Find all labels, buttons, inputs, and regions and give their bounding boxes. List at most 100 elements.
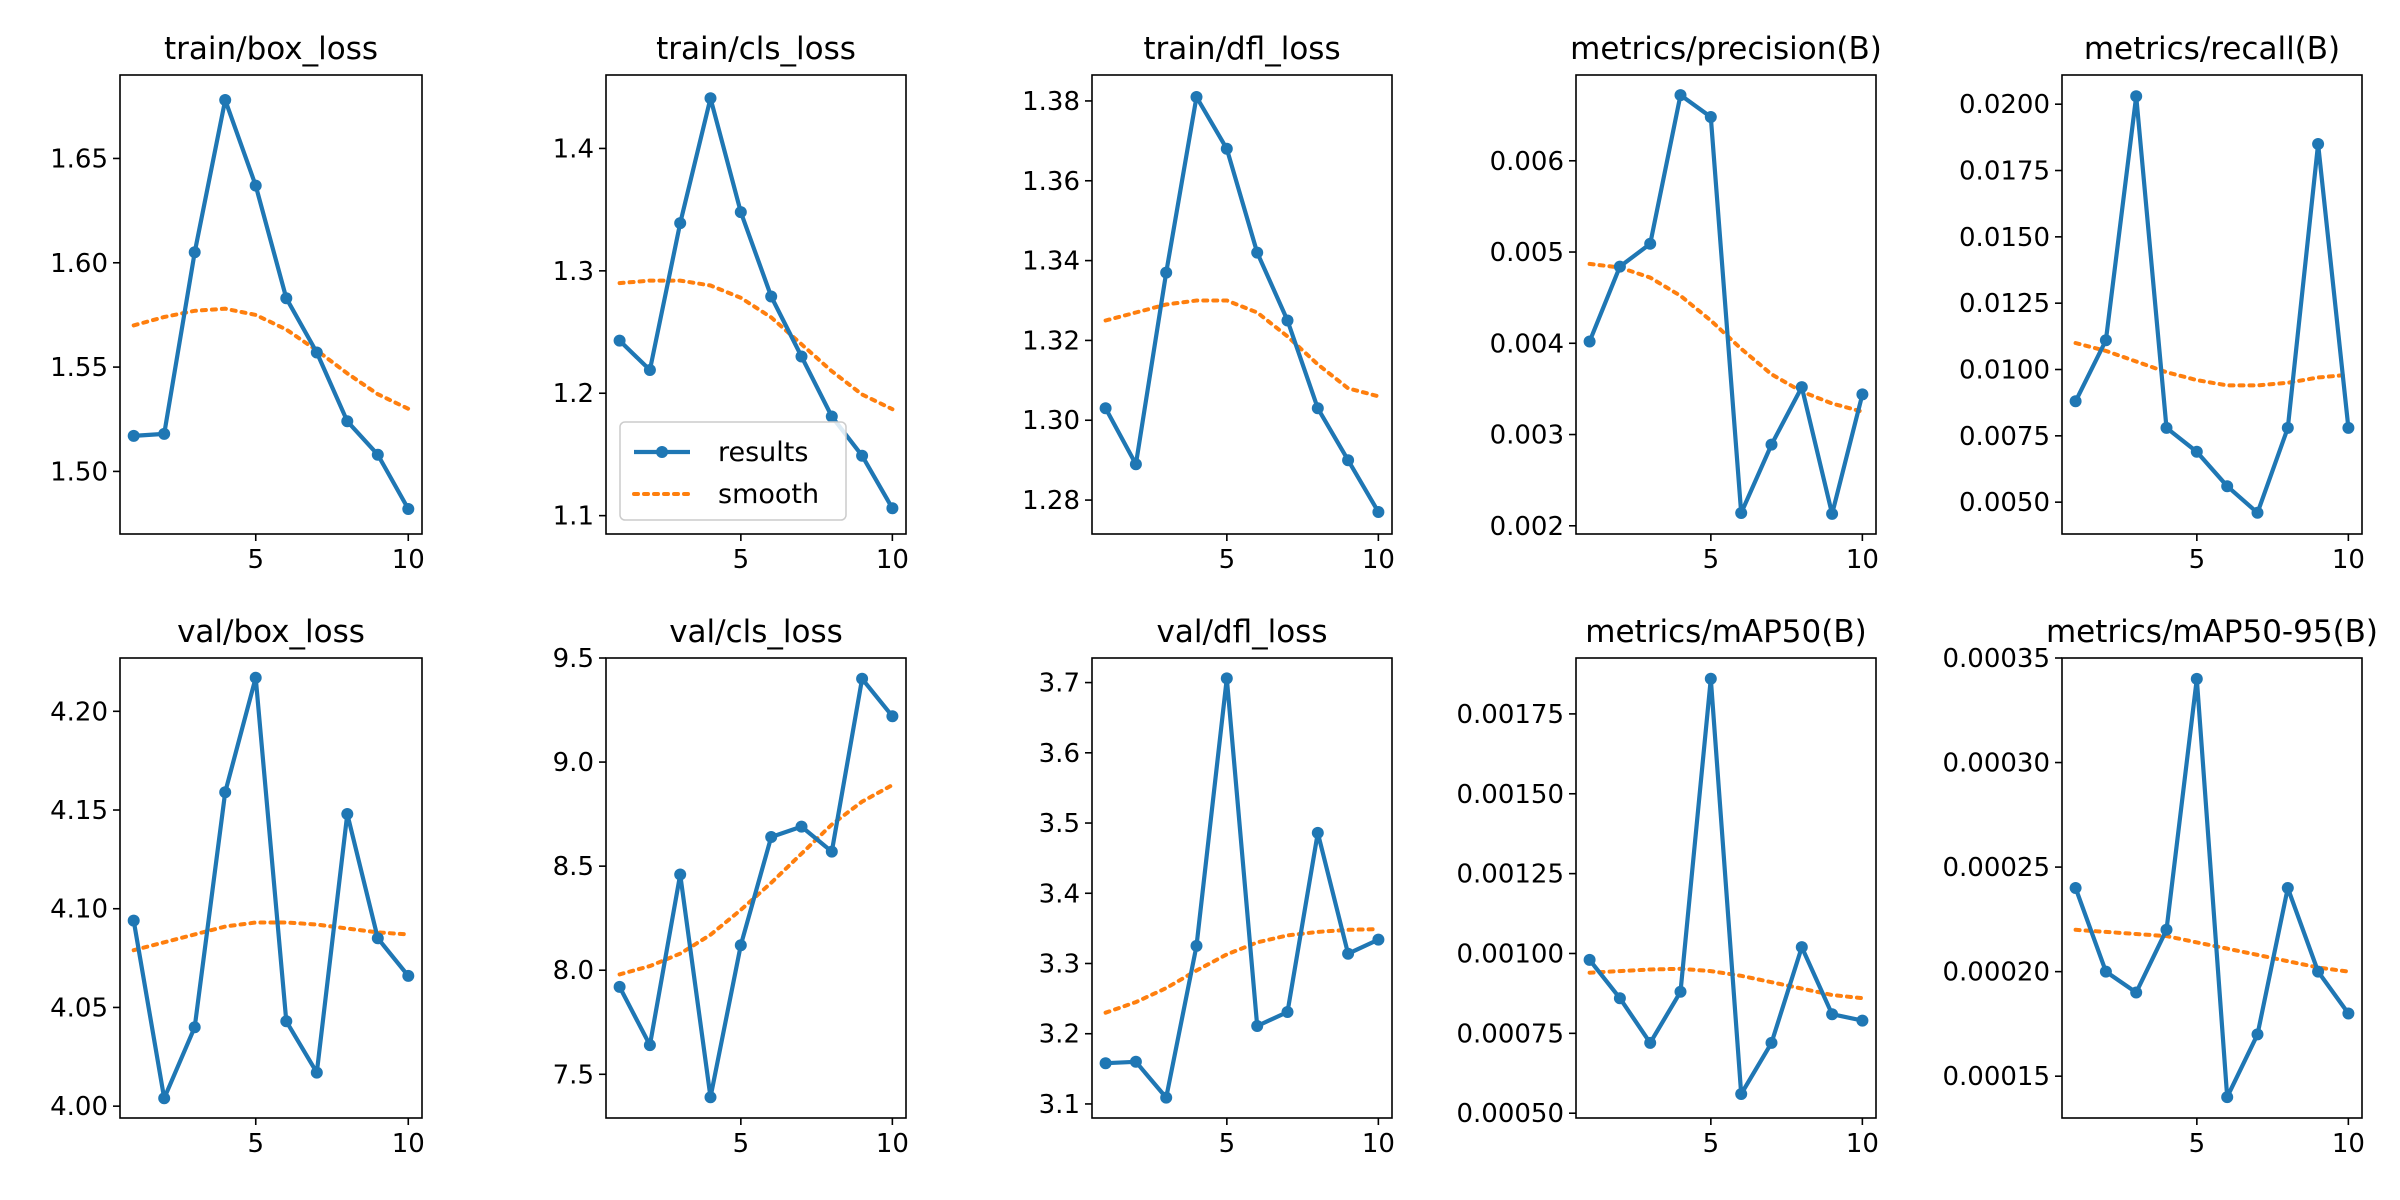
chart-panel-2: train/cls_loss 1.1 1.2 1.3 1.4 5 10 results smoo…: [553, 31, 909, 575]
y-tick-label: 0.00050: [1456, 1099, 1564, 1129]
x-tick-label: 10: [1362, 1129, 1395, 1159]
chart-title: train/cls_loss: [656, 31, 856, 67]
series-line-smooth: [1587, 966, 1865, 1001]
y-tick-label: 0.00100: [1456, 939, 1564, 969]
x-tick-label: 5: [1703, 545, 1720, 575]
chart-title: metrics/recall(B): [2084, 31, 2340, 67]
plot-frame: [119, 74, 423, 535]
data-point: [1311, 402, 1324, 415]
chart-title: val/box_loss: [177, 614, 365, 650]
x-tick-label: 5: [2189, 1129, 2206, 1159]
series-line-smooth: [1587, 261, 1865, 414]
y-tick-label: 3.2: [1039, 1020, 1080, 1050]
series-line-results: [133, 97, 411, 511]
data-point: [1220, 672, 1233, 685]
data-point: [2069, 882, 2082, 894]
series-line-smooth: [2073, 341, 2351, 388]
chart-title: metrics/precision(B): [1570, 31, 1882, 67]
data-point: [219, 94, 232, 106]
y-tick-label: 0.00025: [1942, 853, 2050, 883]
chart-panel-1: train/box_loss 1.50 1.55 1.60 1.65 5 10: [50, 31, 425, 575]
x-tick-label: 10: [2332, 1129, 2365, 1159]
legend-label-smooth: smooth: [718, 479, 819, 510]
data-point: [1735, 507, 1748, 519]
y-tick-label: 1.32: [1022, 326, 1080, 356]
data-point: [280, 292, 293, 305]
x-tick-label: 5: [733, 545, 750, 575]
series-line-smooth: [617, 278, 895, 412]
chart-panel-7: val/cls_loss 7.5 8.0 8.5 9.0 9.5 5 10: [553, 614, 909, 1159]
data-point: [1765, 438, 1778, 451]
data-point: [402, 969, 415, 982]
y-tick-label: 1.65: [50, 144, 108, 174]
data-point: [1856, 388, 1869, 401]
data-point: [1704, 672, 1717, 685]
data-point: [2342, 421, 2355, 434]
data-point: [1342, 947, 1355, 960]
data-point: [613, 980, 626, 993]
y-tick-label: 0.00030: [1942, 749, 2050, 779]
y-tick-label: 1.30: [1022, 406, 1080, 436]
data-point: [2099, 334, 2112, 347]
data-point: [188, 246, 201, 259]
series-line-results: [2073, 676, 2351, 1100]
series-line-smooth: [131, 306, 411, 411]
data-point: [825, 410, 838, 423]
data-point: [127, 914, 140, 927]
data-point: [280, 1015, 293, 1028]
y-tick-label: 0.0150: [1959, 223, 2050, 253]
data-point: [2130, 986, 2143, 999]
data-point: [1583, 953, 1596, 966]
y-tick-label: 4.00: [50, 1092, 108, 1122]
y-tick-label: 8.0: [553, 956, 594, 986]
y-tick-label: 3.3: [1039, 949, 1080, 979]
data-point: [402, 503, 415, 515]
data-point: [2281, 421, 2294, 434]
data-point: [1099, 402, 1112, 415]
series-line-results: [1103, 94, 1381, 514]
data-point: [219, 786, 232, 799]
y-tick-label: 1.55: [50, 353, 108, 383]
plot-frame: [2061, 74, 2363, 535]
legend-label-results: results: [718, 437, 808, 468]
chart-panel-8: val/dfl_loss 3.1 3.2 3.3 3.4 3.5 3.6 3.7 5 10: [1039, 614, 1395, 1159]
data-point: [2190, 672, 2203, 685]
data-point: [765, 290, 778, 303]
data-point: [886, 710, 899, 723]
y-tick-label: 9.5: [553, 644, 594, 674]
data-point: [856, 672, 869, 685]
data-point: [1826, 507, 1839, 520]
data-point: [371, 448, 384, 461]
data-point: [734, 206, 747, 219]
chart-title: val/cls_loss: [669, 614, 843, 650]
data-point: [1735, 1088, 1748, 1100]
data-point: [2342, 1007, 2355, 1020]
x-tick-label: 5: [1219, 545, 1236, 575]
data-point: [1674, 89, 1687, 102]
data-point: [2312, 138, 2325, 150]
y-tick-label: 3.1: [1039, 1090, 1080, 1120]
chart-panel-4: metrics/precision(B) 0.002 0.003 0.004 0.005…: [1490, 31, 1882, 575]
x-tick-label: 10: [1362, 545, 1395, 575]
series-line-smooth: [131, 920, 411, 953]
data-point: [1613, 260, 1626, 273]
y-tick-label: 4.05: [50, 993, 108, 1023]
data-point: [1190, 91, 1203, 103]
data-point: [1826, 1008, 1839, 1021]
series-line-results: [1105, 676, 1380, 1100]
plot-frame: [1091, 74, 1393, 535]
series-line-results: [1587, 676, 1863, 1097]
data-point: [765, 831, 778, 843]
data-point: [1311, 826, 1324, 839]
y-tick-label: 0.00175: [1456, 700, 1564, 730]
data-point: [2221, 1091, 2234, 1104]
x-tick-label: 5: [1219, 1129, 1236, 1159]
data-point: [2160, 421, 2173, 434]
y-tick-label: 0.00020: [1942, 958, 2050, 988]
y-tick-label: 0.0175: [1959, 157, 2050, 187]
y-tick-label: 8.5: [553, 852, 594, 882]
plot-frame: [1091, 657, 1393, 1119]
x-tick-label: 5: [733, 1129, 750, 1159]
y-tick-label: 1.36: [1022, 167, 1080, 197]
data-point: [734, 939, 747, 952]
